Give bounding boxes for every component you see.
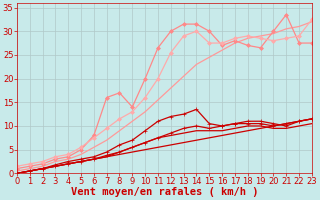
X-axis label: Vent moyen/en rafales ( km/h ): Vent moyen/en rafales ( km/h ) [71,187,258,197]
